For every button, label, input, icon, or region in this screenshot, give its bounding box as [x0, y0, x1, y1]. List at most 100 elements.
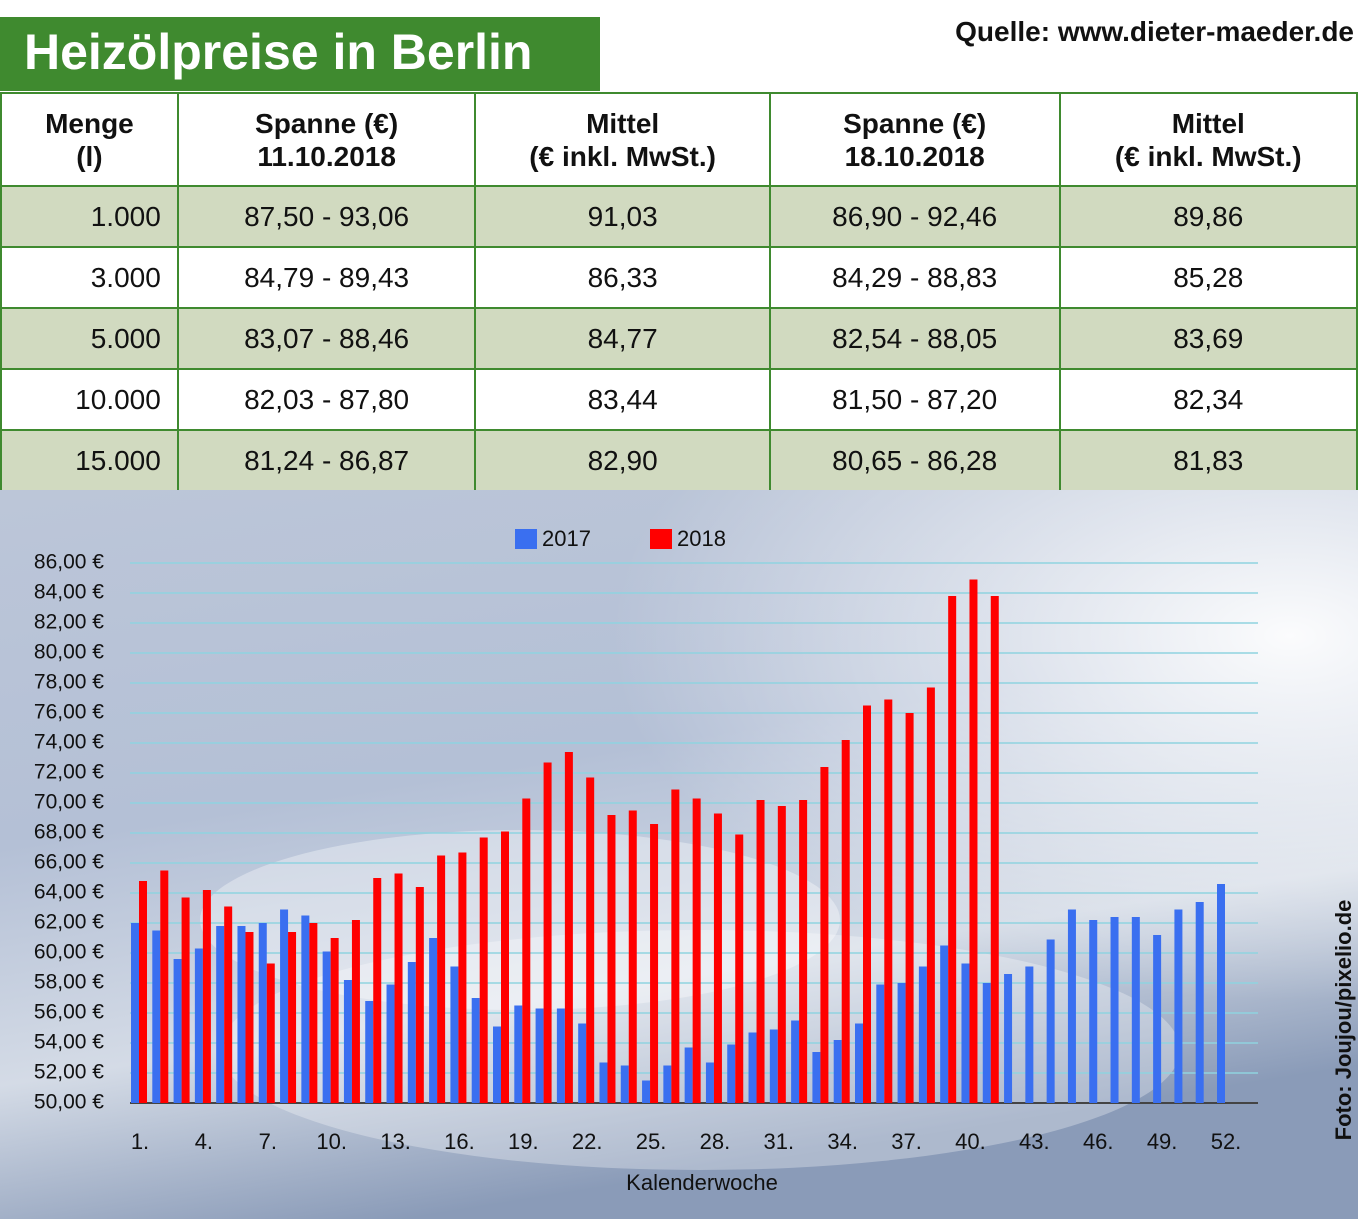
- bar: [194, 948, 203, 1103]
- bar: [884, 699, 893, 1103]
- bar: [863, 705, 871, 1103]
- bar: [139, 881, 147, 1103]
- table-cell: 82,90: [474, 429, 771, 492]
- bar: [237, 926, 246, 1103]
- column-header: Mittel (€ inkl. MwSt.): [474, 92, 771, 187]
- x-axis-label: Kalenderwoche: [626, 1170, 778, 1195]
- table-cell: 87,50 - 93,06: [176, 185, 477, 248]
- bar: [458, 852, 467, 1103]
- table-cell: 10.000: [0, 368, 179, 431]
- x-tick-label: 52.: [1211, 1129, 1242, 1154]
- bar: [1025, 966, 1034, 1103]
- bar: [926, 687, 935, 1103]
- bar: [820, 767, 829, 1103]
- bar: [769, 1029, 778, 1103]
- table-row: 3.000 84,79 - 89,43 86,33 84,29 - 88,83 85,2…: [0, 246, 1358, 309]
- bar: [1004, 974, 1013, 1103]
- x-tick-label: 37.: [891, 1129, 922, 1154]
- bar: [437, 855, 446, 1103]
- legend-swatch: [515, 529, 537, 549]
- bar: [1195, 902, 1204, 1103]
- table-cell: 91,03: [474, 185, 771, 248]
- x-tick-label: 7.: [259, 1129, 277, 1154]
- y-tick-label: 58,00 €: [34, 971, 104, 994]
- bar: [642, 1080, 651, 1103]
- bar: [586, 777, 595, 1103]
- x-tick-label: 4.: [195, 1129, 213, 1154]
- y-tick-label: 60,00 €: [34, 941, 104, 964]
- legend-swatch: [650, 529, 672, 549]
- y-tick-label: 78,00 €: [34, 671, 104, 694]
- bar: [876, 984, 885, 1103]
- bar: [799, 800, 808, 1103]
- bar: [501, 831, 509, 1103]
- table-cell: 85,28: [1058, 246, 1358, 309]
- bar: [705, 1062, 714, 1103]
- bar: [309, 923, 318, 1103]
- bar: [620, 1065, 629, 1103]
- bar: [181, 897, 190, 1103]
- table-cell: 84,29 - 88,83: [768, 246, 1061, 309]
- bar: [982, 983, 991, 1103]
- bar: [756, 800, 765, 1103]
- table-cell: 82,03 - 87,80: [176, 368, 477, 431]
- y-tick-label: 82,00 €: [34, 611, 104, 634]
- bar: [671, 789, 680, 1103]
- x-tick-label: 28.: [700, 1129, 731, 1154]
- bar: [479, 837, 488, 1103]
- x-tick-label: 19.: [508, 1129, 539, 1154]
- legend-label: 2017: [542, 526, 591, 551]
- table-cell: 81,50 - 87,20: [768, 368, 1061, 431]
- bar: [543, 762, 552, 1103]
- bar: [450, 966, 459, 1103]
- table-cell: 15.000: [0, 429, 179, 492]
- bar: [650, 824, 659, 1103]
- bar: [607, 815, 616, 1103]
- table-row: 15.000 81,24 - 86,87 82,90 80,65 - 86,28 81,…: [0, 429, 1358, 492]
- cloud: [200, 830, 840, 1010]
- bar: [556, 1008, 565, 1103]
- bar: [514, 1005, 523, 1103]
- x-tick-label: 31.: [764, 1129, 795, 1154]
- bar: [394, 873, 403, 1103]
- bar: [897, 983, 906, 1103]
- x-tick-label: 1.: [131, 1129, 149, 1154]
- bar: [330, 938, 339, 1103]
- bar: [692, 798, 701, 1103]
- bar: [748, 1032, 757, 1103]
- bar: [493, 1026, 501, 1103]
- bar: [969, 579, 978, 1103]
- table-cell: 82,34: [1058, 368, 1358, 431]
- bar: [713, 813, 722, 1103]
- bar: [1131, 917, 1140, 1103]
- chart: Kalenderwoche Foto: Joujou/pixelio.de 50…: [0, 490, 1358, 1219]
- price-table: Menge (l) Spanne (€) 11.10.2018 Mittel (€ …: [0, 92, 1358, 492]
- bar: [948, 596, 957, 1103]
- bar: [373, 878, 382, 1103]
- column-header: Menge (l): [0, 92, 179, 187]
- x-tick-label: 46.: [1083, 1129, 1114, 1154]
- table-cell: 1.000: [0, 185, 179, 248]
- bar: [415, 887, 424, 1103]
- bar: [351, 920, 360, 1103]
- bar: [1046, 939, 1055, 1103]
- photo-credit: Foto: Joujou/pixelio.de: [1331, 900, 1356, 1141]
- table-cell: 86,33: [474, 246, 771, 309]
- x-tick-label: 43.: [1019, 1129, 1050, 1154]
- header-row: Menge (l) Spanne (€) 11.10.2018 Mittel (€ …: [0, 92, 1358, 187]
- table-cell: 84,79 - 89,43: [176, 246, 477, 309]
- bar: [1110, 917, 1119, 1103]
- table-cell: 86,90 - 92,46: [768, 185, 1061, 248]
- bar: [288, 932, 297, 1103]
- table-cell: 3.000: [0, 246, 179, 309]
- bar: [131, 923, 139, 1103]
- table-cell: 82,54 - 88,05: [768, 307, 1061, 370]
- bar: [535, 1008, 544, 1103]
- table-cell: 83,69: [1058, 307, 1358, 370]
- x-tick-label: 13.: [380, 1129, 411, 1154]
- bar: [216, 926, 225, 1103]
- bar: [905, 713, 914, 1103]
- bar: [735, 834, 744, 1103]
- y-tick-label: 84,00 €: [34, 581, 104, 604]
